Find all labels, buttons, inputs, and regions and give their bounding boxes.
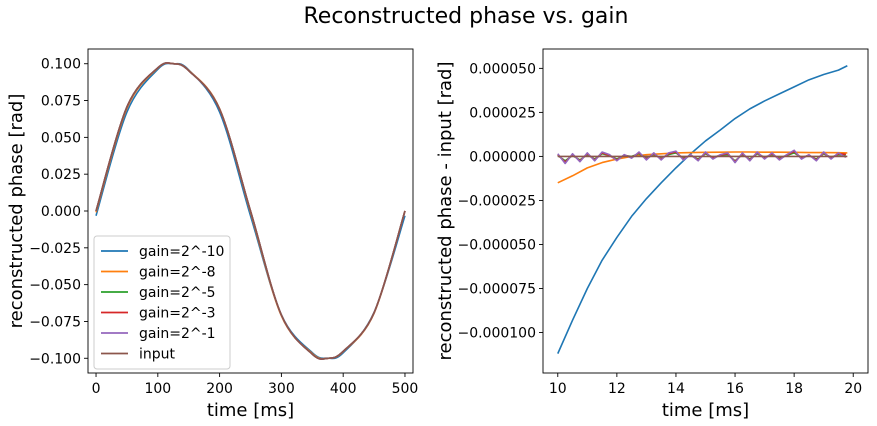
- x-axis-label: time [ms]: [207, 400, 294, 421]
- legend-entry: gain=2^-10: [139, 244, 224, 260]
- legend-entry: input: [139, 347, 176, 363]
- y-axis-label: reconstructed phase - input [rad]: [435, 62, 456, 361]
- series-line-input: [95, 62, 406, 360]
- x-tick-label: 10: [549, 381, 567, 397]
- x-tick-label: 500: [392, 381, 419, 397]
- y-tick-label: 0.000025: [469, 105, 536, 121]
- y-tick-label: 0.100: [41, 57, 81, 73]
- x-tick-label: 400: [330, 381, 357, 397]
- plot-area: [543, 49, 868, 373]
- legend-box: [93, 235, 231, 370]
- legend: gain=2^-10 gain=2^-8 gain=2^-5 gain=2^-3 gai…: [93, 235, 231, 370]
- series-group: [95, 62, 406, 360]
- right-chart: 10 12 14 16 18 20 −0.000100 −0.000075 −0.000050 −…: [435, 48, 869, 421]
- x-tick-label: 0: [92, 381, 101, 397]
- series-line-gain-2-10: [95, 62, 406, 360]
- series-group: [557, 65, 848, 354]
- legend-entry: gain=2^-5: [139, 285, 216, 301]
- y-tick-label: 0.050: [41, 130, 81, 146]
- y-tick-label: 0.025: [41, 167, 81, 183]
- left-chart: 0 100 200 300 400 500 −0.100 −0.075 −0.050 −0.025…: [6, 48, 419, 421]
- y-tick-label: −0.100: [29, 351, 81, 367]
- x-tick-label: 100: [144, 381, 171, 397]
- y-tick-label: 0.000050: [469, 61, 536, 77]
- axes-frame: [542, 48, 869, 374]
- x-axis-label: time [ms]: [662, 400, 749, 421]
- legend-entry: gain=2^-8: [139, 265, 216, 281]
- legend-entry: gain=2^-3: [139, 306, 216, 322]
- series-line-gain-2-10: [557, 65, 848, 354]
- y-axis-label: reconstructed phase [rad]: [6, 94, 27, 329]
- x-tick-label: 12: [608, 381, 626, 397]
- x-tick-label: 300: [268, 381, 295, 397]
- y-tick-label: −0.075: [29, 314, 81, 330]
- y-tick-label: −0.025: [29, 241, 81, 257]
- y-tick-label: −0.050: [29, 278, 81, 294]
- y-tick-label: 0.000000: [469, 149, 536, 165]
- y-tick-label: −0.000025: [457, 193, 536, 209]
- x-tick-label: 200: [206, 381, 233, 397]
- x-tick-label: 18: [785, 381, 803, 397]
- axes-frame: [87, 48, 414, 374]
- x-tick-label: 20: [844, 381, 862, 397]
- y-tick-label: −0.000075: [457, 281, 536, 297]
- y-tick-label: 0.075: [41, 94, 81, 110]
- legend-entry: gain=2^-1: [139, 326, 216, 342]
- x-tick-label: 14: [667, 381, 685, 397]
- figure-title: Reconstructed phase vs. gain: [304, 4, 629, 29]
- x-tick-label: 16: [726, 381, 744, 397]
- y-tick-label: −0.000050: [457, 237, 536, 253]
- y-tick-label: 0.000: [41, 204, 81, 220]
- y-tick-label: −0.000100: [457, 326, 536, 342]
